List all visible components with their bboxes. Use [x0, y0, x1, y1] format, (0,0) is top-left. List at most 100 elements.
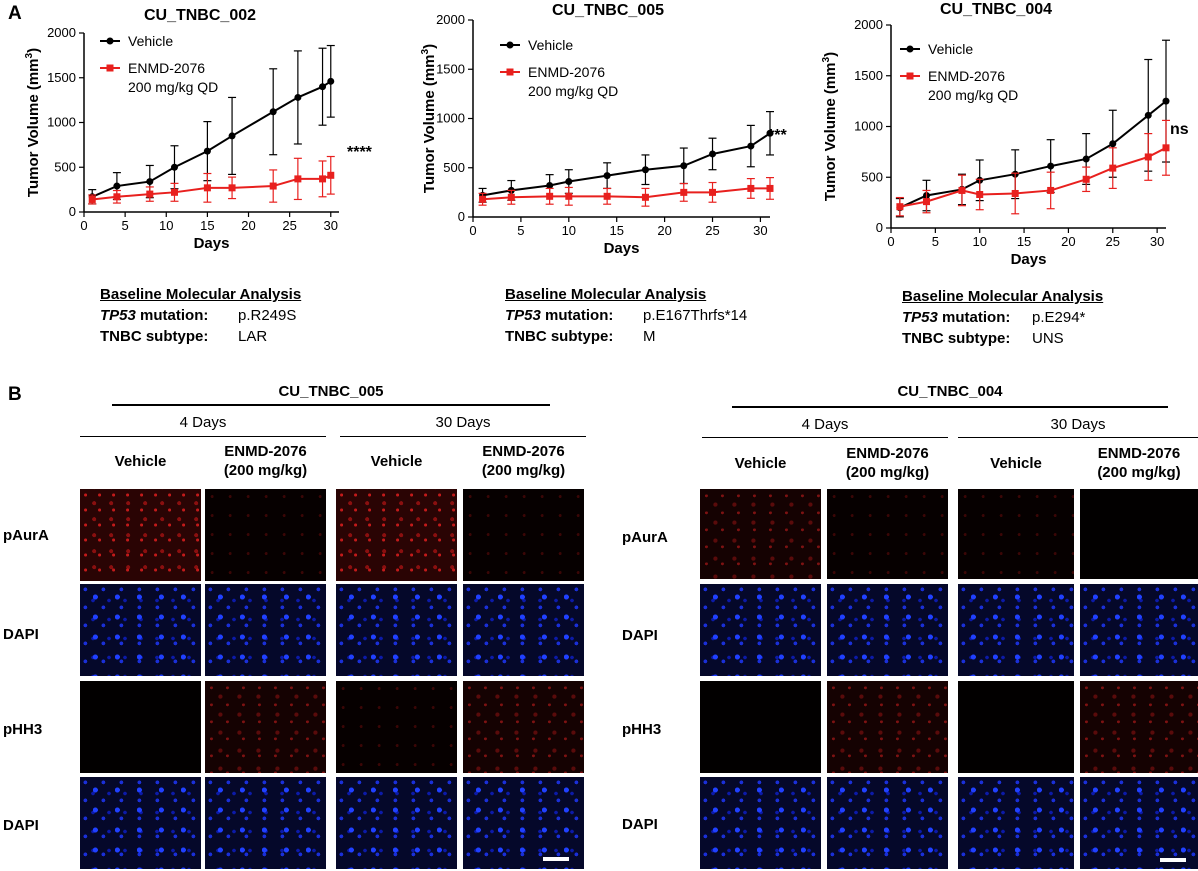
chart-svg-cu-tnbc-002: CU_TNBC_002 0 500 1000 1500 2000 0 5 10 15 20 25 30 D… — [24, 7, 373, 252]
series-enmd-2076 — [895, 119, 1170, 217]
data-point — [479, 195, 487, 203]
legend-marker-enmd — [106, 64, 114, 72]
data-point — [170, 163, 178, 171]
tp53-gene: TP53 — [100, 307, 136, 324]
x-tick-label: 20 — [241, 218, 255, 233]
legend-label-enmd: ENMD-2076 — [128, 60, 205, 76]
data-point — [203, 147, 211, 155]
micrograph-dapi2-enmd-30d — [1080, 777, 1198, 869]
y-tick-label: 0 — [69, 204, 76, 219]
micrograph-phh3-enmd-30d — [1080, 681, 1198, 773]
y-tick-label: 2000 — [436, 12, 465, 27]
x-tick-label: 5 — [517, 223, 524, 238]
timepoint-rule — [702, 437, 948, 438]
column-label: Vehicle — [336, 452, 457, 471]
data-point — [1144, 153, 1152, 161]
legend-marker-enmd — [506, 68, 514, 76]
micrograph-paura-enmd-4d — [205, 489, 326, 581]
micrograph-dapi2-enmd-30d — [463, 777, 584, 869]
micrograph-paura-vehicle-4d — [80, 489, 201, 581]
data-point — [680, 188, 688, 196]
x-axis-label: Days — [194, 235, 230, 252]
legend-marker-enmd — [906, 72, 914, 80]
data-point — [565, 192, 573, 200]
y-tick-label: 500 — [443, 160, 465, 175]
data-point — [766, 129, 774, 137]
y-axis-label-superscript: 3 — [821, 56, 832, 62]
y-tick-label: 2000 — [47, 25, 76, 40]
x-axis-label: Days — [1011, 251, 1047, 268]
x-tick-label: 5 — [122, 218, 129, 233]
x-tick-label: 10 — [562, 223, 576, 238]
tp53-value: p.R249S — [238, 307, 297, 324]
tp53-label: TP53 mutation: — [902, 307, 1032, 328]
micrograph-paura-vehicle-30d — [336, 489, 457, 581]
data-point — [709, 188, 717, 196]
scale-bar — [1160, 858, 1186, 862]
series-enmd-2076 — [478, 177, 774, 207]
scale-bar — [543, 857, 569, 861]
subtype-row: TNBC subtype: LAR — [100, 326, 301, 347]
baseline-heading: Baseline Molecular Analysis — [902, 288, 1104, 305]
y-axis-label-main: Tumor Volume (mm — [25, 58, 42, 197]
micrograph-paura-enmd-30d — [1080, 489, 1198, 579]
subtype-label: TNBC subtype: — [902, 330, 1011, 347]
timepoint-30-days: 30 Days — [435, 414, 491, 431]
x-tick-label: 10 — [972, 234, 986, 249]
data-point — [603, 172, 611, 180]
micrograph-phh3-vehicle-4d — [700, 681, 821, 773]
series-line — [482, 132, 771, 197]
series-line — [899, 146, 1167, 208]
micrograph-paura-enmd-30d — [463, 489, 584, 581]
column-label-line: ENMD-2076 — [846, 445, 929, 462]
x-tick-label: 30 — [1150, 234, 1164, 249]
micrograph-dapi-enmd-4d — [827, 584, 948, 676]
x-tick-label: 10 — [159, 218, 173, 233]
x-axis-label: Days — [604, 240, 640, 257]
micrograph-dapi-enmd-30d — [463, 584, 584, 676]
column-label-line: Vehicle — [370, 453, 423, 470]
micrograph-phh3-vehicle-4d — [80, 681, 201, 773]
legend-label-enmd-dose: 200 mg/kg QD — [128, 79, 218, 95]
x-tick-label: 0 — [80, 218, 87, 233]
subtype-row: TNBC subtype: UNS — [902, 328, 1103, 349]
panel-b-label: B — [8, 384, 22, 405]
column-label-line: ENMD-2076 — [482, 443, 565, 460]
data-point — [327, 77, 335, 85]
y-axis-label: Tumor Volume (mm3) — [821, 52, 839, 201]
data-point — [1109, 164, 1117, 172]
data-point — [1047, 162, 1055, 170]
timepoint-rule — [958, 437, 1198, 438]
row-label-dapi: DAPI — [3, 626, 39, 643]
row-label-pauro: pAurA — [3, 527, 49, 544]
y-tick-label: 1500 — [436, 61, 465, 76]
y-tick-label: 1000 — [436, 111, 465, 126]
data-point — [294, 93, 302, 101]
micrograph-dapi-vehicle-30d — [336, 584, 457, 676]
series-vehicle — [895, 39, 1170, 218]
series-line — [91, 80, 332, 198]
set-title: CU_TNBC_005 — [278, 383, 384, 400]
x-tick-label: 20 — [1061, 234, 1075, 249]
micrograph-dapi2-vehicle-4d — [700, 777, 821, 869]
data-point — [327, 171, 335, 179]
column-label: ENMD-2076 (200 mg/kg) — [1080, 444, 1198, 482]
column-label-line: ENMD-2076 — [1097, 445, 1181, 462]
series-enmd-2076 — [88, 155, 335, 205]
tp53-row: TP53 mutation: p.E167Thrfs*14 — [505, 305, 747, 326]
micrograph-paura-vehicle-4d — [700, 489, 821, 579]
subtype-value: UNS — [1032, 330, 1064, 347]
y-tick-label: 0 — [876, 220, 883, 235]
series-line — [482, 187, 770, 201]
tp53-gene: TP53 — [505, 307, 541, 324]
legend-label-enmd-dose: 200 mg/kg QD — [928, 87, 1018, 103]
significance-label: ns — [1170, 121, 1189, 138]
data-point — [958, 186, 966, 194]
x-tick-label: 0 — [887, 234, 894, 249]
data-point — [1109, 140, 1117, 148]
subtype-label: TNBC subtype: — [505, 328, 614, 345]
timepoint-4-days: 4 Days — [801, 416, 849, 433]
timepoint-rule — [80, 436, 326, 437]
data-point — [546, 192, 554, 200]
row-label-pauro: pAurA — [622, 529, 668, 546]
